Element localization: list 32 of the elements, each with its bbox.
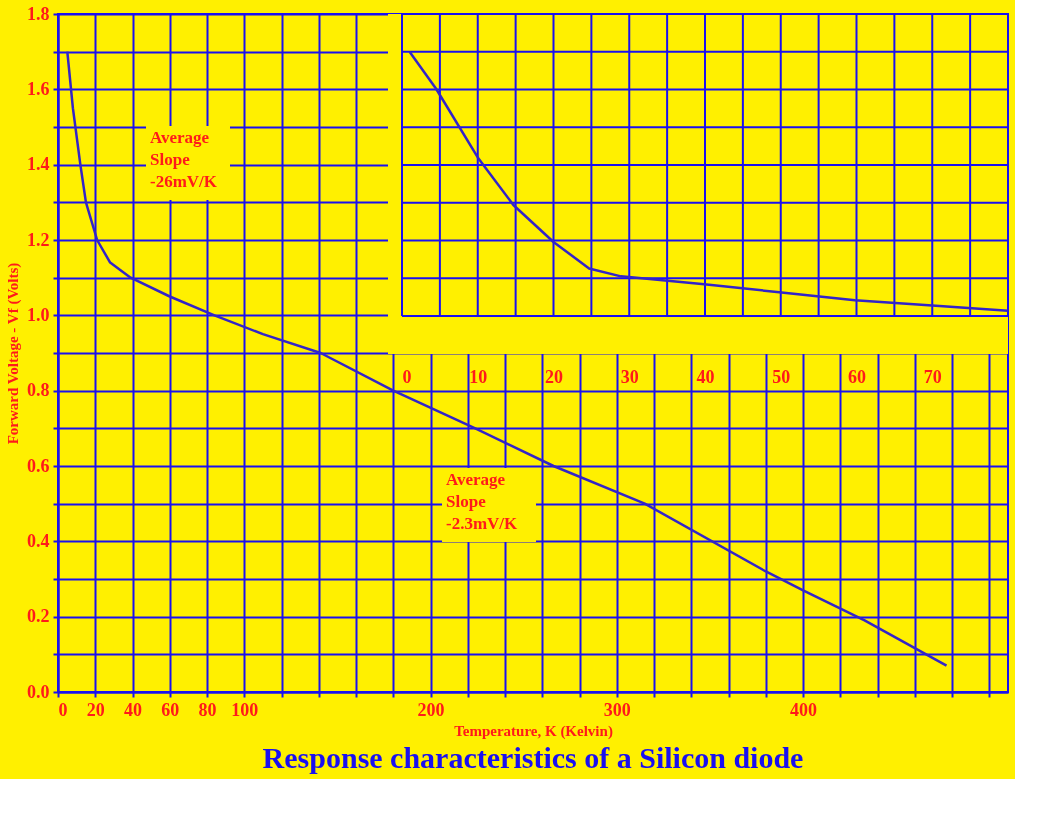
x-tick-label: 400: [790, 699, 818, 720]
annotation: Average Slope -26mV/K: [150, 128, 218, 191]
x-tick-label: 0: [402, 366, 412, 387]
x-tick-label: 30: [620, 366, 639, 387]
x-tick-label: 300: [603, 699, 631, 720]
y-tick-label: 0.8: [27, 380, 50, 401]
y-tick-label: 1.4: [27, 154, 50, 175]
y-axis-title: Forward Voltage - Vf (Volts): [5, 262, 22, 445]
x-tick-label: 80: [198, 699, 217, 720]
y-tick-label: 0.0: [27, 681, 50, 702]
x-tick-label: 40: [124, 699, 143, 720]
annotation: Average Slope -2.3mV/K: [446, 470, 519, 533]
x-tick-label: 40: [696, 366, 715, 387]
y-tick-label: 1.0: [27, 304, 50, 325]
x-tick-label: 10: [469, 366, 488, 387]
y-tick-label: 0.2: [27, 606, 50, 627]
x-tick-label: 50: [772, 366, 791, 387]
x-tick-label: 20: [86, 699, 105, 720]
y-tick-label: 0.6: [27, 455, 50, 476]
y-tick-label: 1.2: [27, 229, 50, 250]
y-tick-label: 0.4: [27, 530, 50, 551]
text: Response characteristics of a Silicon diode: [262, 741, 804, 774]
y-tick-label: 1.8: [27, 3, 50, 24]
x-tick-label: 0: [58, 699, 68, 720]
x-tick-label: 20: [545, 366, 563, 387]
y-tick-label: 1.6: [27, 78, 50, 99]
x-tick-label: 60: [848, 366, 866, 387]
x-tick-label: 70: [923, 366, 942, 387]
x-axis-title: Temperature, K (Kelvin): [454, 722, 613, 740]
x-tick-label: 200: [417, 699, 445, 720]
x-tick-label: 60: [161, 699, 180, 720]
x-tick-label: 100: [231, 699, 259, 720]
